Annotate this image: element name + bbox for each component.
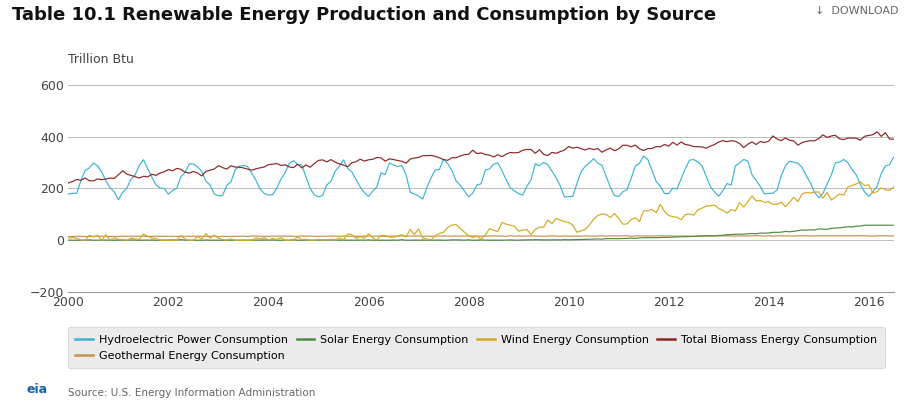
Text: eia: eia (26, 383, 47, 396)
Text: ↓  DOWNLOAD: ↓ DOWNLOAD (814, 6, 897, 16)
Legend: Hydroelectric Power Consumption, Geothermal Energy Consumption, Solar Energy Con: Hydroelectric Power Consumption, Geother… (67, 327, 884, 368)
Text: Source: U.S. Energy Information Administration: Source: U.S. Energy Information Administ… (68, 388, 315, 398)
Text: Table 10.1 Renewable Energy Production and Consumption by Source: Table 10.1 Renewable Energy Production a… (12, 6, 715, 24)
Text: Trillion Btu: Trillion Btu (68, 53, 134, 66)
